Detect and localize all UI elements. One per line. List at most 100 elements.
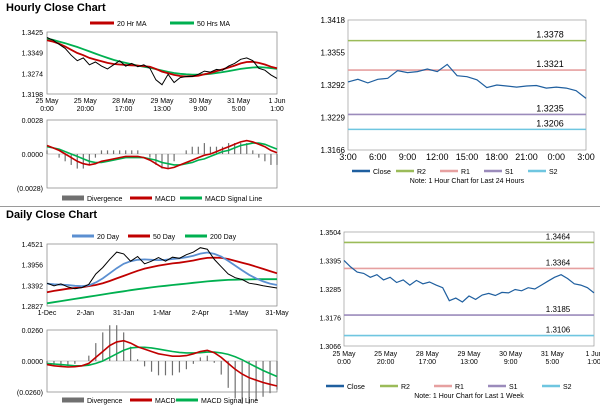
- level-label-r1: 1.3321: [536, 59, 564, 69]
- x-tick-label: 0:00: [337, 359, 351, 366]
- chart-note: Note: 1 Hour Chart for Last 1 Week: [414, 393, 524, 400]
- y-tick-label: 1.3229: [321, 114, 346, 123]
- legend-200day-label: 200 Day: [210, 234, 237, 241]
- y-tick-label: 0.0028: [22, 118, 44, 125]
- x-tick-label: 31-Jan: [113, 310, 135, 317]
- level-label-s2: 1.3206: [536, 118, 564, 128]
- legend-50day-label: 50 Day: [153, 234, 176, 241]
- x-tick-label: 17:00: [419, 359, 437, 366]
- y-tick-label: 0.0260: [22, 328, 44, 335]
- x-tick-label: 1:00: [270, 106, 284, 113]
- x-tick-label: 21:00: [515, 152, 538, 162]
- x-tick-label: 9:00: [399, 152, 417, 162]
- y-tick-label: 1.3504: [320, 230, 342, 237]
- plot-frame: [46, 243, 278, 307]
- x-tick-label: 1-May: [229, 310, 249, 317]
- close-line: [46, 37, 278, 86]
- legend-signal-label: MACD Signal Line: [205, 196, 262, 203]
- y-tick-label: 1.2827: [22, 304, 44, 311]
- y-tick-label: 0.0000: [22, 152, 44, 159]
- level-label-s1: 1.3185: [546, 305, 571, 314]
- legend-signal-label: MACD Signal Line: [201, 398, 258, 405]
- x-tick-label: 20:00: [377, 359, 395, 366]
- x-tick-label: 30 May: [499, 351, 522, 358]
- macd-line: [46, 139, 278, 170]
- close-line: [343, 259, 595, 303]
- ma200-line: [46, 278, 277, 305]
- x-tick-label: 31 May: [541, 351, 564, 358]
- x-tick-label: 17:00: [115, 106, 133, 113]
- y-tick-label: 1.3066: [320, 344, 342, 351]
- x-tick-label: 30 May: [189, 98, 212, 105]
- x-tick-label: 29 May: [458, 351, 481, 358]
- legend-r1-label: R1: [455, 384, 464, 391]
- x-tick-label: 5:00: [546, 359, 560, 366]
- legend-close-label: Close: [347, 384, 365, 391]
- x-tick-label: 6:00: [369, 152, 387, 162]
- y-tick-label: (0.0260): [17, 390, 43, 397]
- legend-divergence-label: Divergence: [87, 398, 123, 405]
- x-tick-label: 1:00: [587, 359, 600, 366]
- x-tick-label: 5:00: [232, 106, 246, 113]
- legend-divergence-label: Divergence: [87, 196, 123, 203]
- x-tick-label: 1 Jun: [268, 98, 285, 105]
- legend-macd-label: MACD: [155, 196, 176, 203]
- macd-line: [46, 339, 278, 387]
- x-tick-label: 1 Jun: [585, 351, 600, 358]
- level-label-s2: 1.3106: [546, 326, 571, 335]
- legend-s1-label: S1: [505, 169, 514, 176]
- y-tick-label: 0.0000: [22, 359, 44, 366]
- x-tick-label: 25 May: [374, 351, 397, 358]
- legend-20day-label: 20 Day: [97, 234, 120, 241]
- x-tick-label: 29 May: [151, 98, 174, 105]
- x-tick-label: 25 May: [333, 351, 356, 358]
- x-tick-label: 31 May: [227, 98, 250, 105]
- y-tick-label: 1.3956: [22, 263, 44, 270]
- section-divider: [0, 206, 600, 207]
- y-tick-label: (0.0028): [17, 186, 43, 193]
- x-tick-label: 3:00: [339, 152, 357, 162]
- y-tick-label: 1.3349: [22, 51, 44, 58]
- y-tick-label: 1.3355: [321, 49, 346, 58]
- x-tick-label: 9:00: [504, 359, 518, 366]
- x-tick-label: 28 May: [112, 98, 135, 105]
- level-label-s1: 1.3235: [536, 103, 564, 113]
- daily-week-chart: 1.3504 1.3395 1.3285 1.3176 1.3066 1.3464 1.33…: [320, 230, 600, 400]
- plot-frame: [46, 31, 278, 95]
- legend-close-label: Close: [373, 169, 391, 176]
- x-tick-label: 18:00: [485, 152, 508, 162]
- x-tick-label: 31-May: [265, 310, 289, 317]
- x-tick-label: 15:00: [456, 152, 479, 162]
- y-tick-label: 1.3418: [321, 16, 346, 25]
- legend-s2-label: S2: [563, 384, 572, 391]
- chart-note: Note: 1 Hour Chart for Last 24 Hours: [410, 178, 525, 185]
- daily-section-title: Daily Close Chart: [6, 209, 98, 221]
- x-tick-label: 13:00: [460, 359, 478, 366]
- x-tick-label: 0:00: [547, 152, 565, 162]
- x-tick-label: 12:00: [426, 152, 449, 162]
- x-tick-label: 9:00: [194, 106, 208, 113]
- signal-line: [46, 346, 278, 378]
- x-tick-label: 1-Mar: [153, 310, 172, 317]
- y-tick-label: 1.3176: [320, 316, 342, 323]
- level-label-r2: 1.3464: [546, 232, 571, 241]
- close-line: [347, 63, 587, 99]
- level-label-r2: 1.3378: [536, 30, 564, 40]
- hourly-section-title: Hourly Close Chart: [6, 2, 106, 14]
- x-tick-label: 25 May: [74, 98, 97, 105]
- x-tick-label: 28 May: [416, 351, 439, 358]
- legend-s2-label: S2: [549, 169, 558, 176]
- y-tick-label: 1.3274: [22, 71, 44, 78]
- ma50-line: [46, 37, 278, 76]
- y-tick-label: 1.3395: [320, 259, 342, 266]
- x-tick-label: 3:00: [577, 152, 595, 162]
- x-tick-label: 13:00: [153, 106, 171, 113]
- x-tick-label: 25 May: [36, 98, 59, 105]
- hourly-macd-chart: 0.0028 0.0000 (0.0028) Divergence MACD MACD S…: [17, 118, 278, 203]
- legend-s1-label: S1: [509, 384, 518, 391]
- signal-line: [46, 142, 278, 166]
- legend-ma50-label: 50 Hrs MA: [197, 21, 230, 28]
- daily-macd-chart: 0.0260 0.0000 (0.0260) Divergence MACD MACD S…: [17, 325, 278, 405]
- plot-frame: [343, 231, 595, 347]
